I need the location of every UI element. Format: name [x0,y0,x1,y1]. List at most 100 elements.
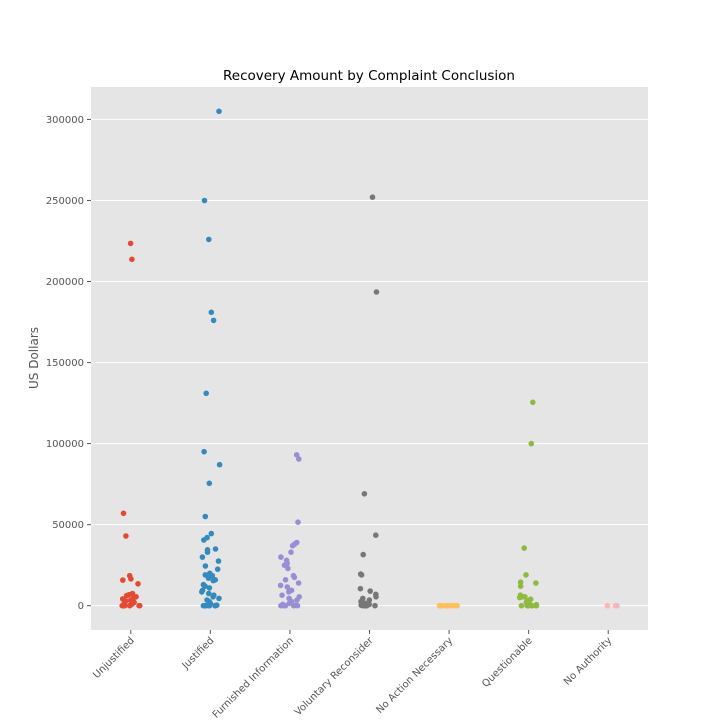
data-point [296,456,302,462]
data-point [295,519,301,525]
data-point [284,584,291,590]
data-point [357,585,364,592]
data-point [129,256,135,263]
data-point [127,240,134,247]
data-point [203,390,209,397]
data-point [533,602,540,609]
data-point [212,546,219,552]
data-point [123,592,130,599]
data-point [523,572,529,578]
data-point [205,590,212,597]
data-point [278,554,284,560]
data-point [366,597,373,603]
data-point [136,602,143,609]
data-point [202,583,208,589]
x-tick-label: Voluntary Reconsider [293,635,376,718]
data-point [201,197,208,204]
y-tick-label: 150000 [46,358,84,369]
data-point [204,549,211,555]
chart-title: Recovery Amount by Complaint Conclusion [223,68,515,84]
data-point [286,589,292,595]
y-tick-label: 300000 [46,115,84,126]
data-point [369,194,376,200]
data-point [530,399,536,406]
data-point [208,530,215,537]
x-tick-label: No Action Necessary [374,635,455,716]
data-point [291,574,298,581]
grid-lines [91,118,648,607]
data-point [282,577,289,583]
data-point [280,602,287,609]
data-point [206,585,213,591]
x-tick-label: Questionable [480,635,535,690]
y-tick-label: 100000 [46,439,84,450]
data-point [373,532,379,538]
data-point [372,602,378,609]
data-point [279,592,285,598]
data-point [123,533,129,539]
data-point [199,589,205,595]
data-point [528,440,535,447]
data-point [290,602,297,609]
data-point [533,580,539,586]
data-point [360,551,367,558]
data-point [612,602,619,609]
data-point [604,602,611,609]
data-point [517,579,524,585]
data-point [361,491,368,497]
data-point [359,602,366,609]
data-point [288,549,294,555]
data-point [529,602,535,609]
data-point [203,602,209,609]
data-point [120,577,126,583]
data-point [205,575,212,581]
data-point [210,577,217,584]
data-points [119,108,620,609]
data-point [120,510,127,517]
y-axis: 0 50000 100000 150000 200000 250000 300000 [46,115,91,612]
data-point [285,565,291,572]
y-tick-label: 0 [78,601,84,612]
data-point [294,597,300,603]
data-point [199,554,206,560]
data-point [443,602,449,609]
data-point [373,594,379,600]
data-point [367,588,374,594]
data-point [206,480,213,487]
data-point [216,595,222,602]
data-point [128,576,134,582]
data-point [126,602,133,609]
data-point [214,566,221,572]
data-point [454,602,461,609]
data-point [201,537,207,543]
data-point [216,108,222,115]
data-point [210,594,216,600]
data-point [135,581,141,587]
y-tick-label: 200000 [46,277,84,288]
data-point [202,563,209,569]
data-point [522,594,528,600]
y-tick-label: 250000 [46,196,84,207]
data-point [202,513,209,520]
data-point [277,582,284,589]
x-tick-label: No Authority [562,635,614,687]
data-point [295,580,302,586]
data-point [289,542,296,549]
y-tick-label: 50000 [52,520,84,531]
x-tick-label: Unjustified [91,635,137,681]
data-point [216,461,223,468]
data-point [212,602,219,609]
data-point [517,583,524,589]
data-point [358,572,365,578]
plot-area [91,87,648,630]
data-point [201,448,207,455]
data-point [210,317,217,324]
data-point [516,594,523,601]
x-tick-label: Justified [180,635,217,672]
data-point [208,309,215,316]
y-axis-label: US Dollars [27,327,41,389]
data-point [518,602,525,609]
x-tick-label: Furnished Information [211,635,296,720]
